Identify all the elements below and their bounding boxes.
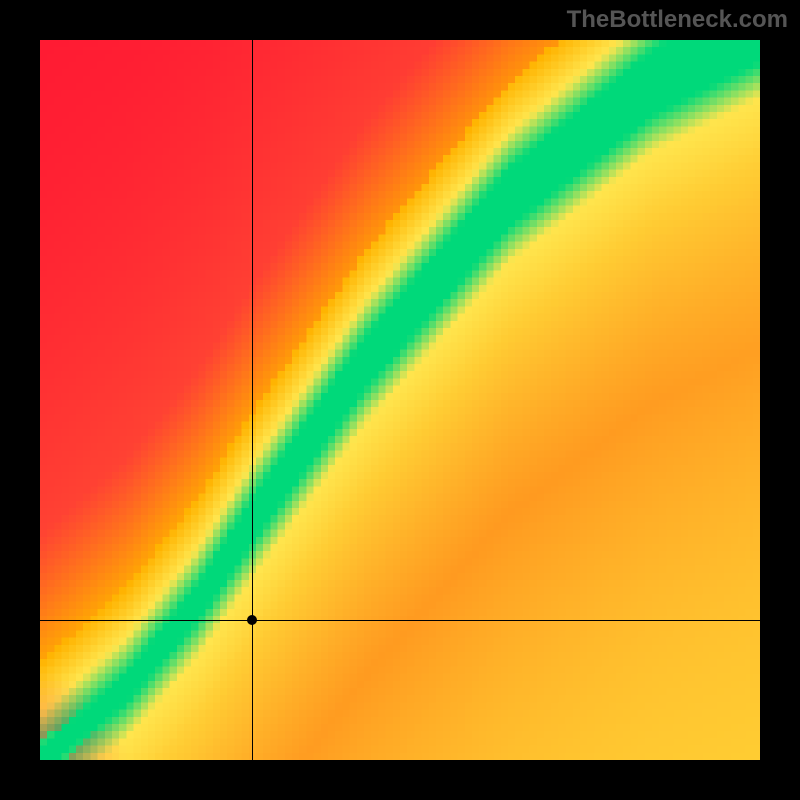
heatmap-canvas [40, 40, 760, 760]
crosshair-horizontal [40, 620, 760, 621]
heatmap-plot [40, 40, 760, 760]
crosshair-vertical [252, 40, 253, 760]
watermark-text: TheBottleneck.com [567, 6, 788, 34]
crosshair-marker [247, 615, 257, 625]
